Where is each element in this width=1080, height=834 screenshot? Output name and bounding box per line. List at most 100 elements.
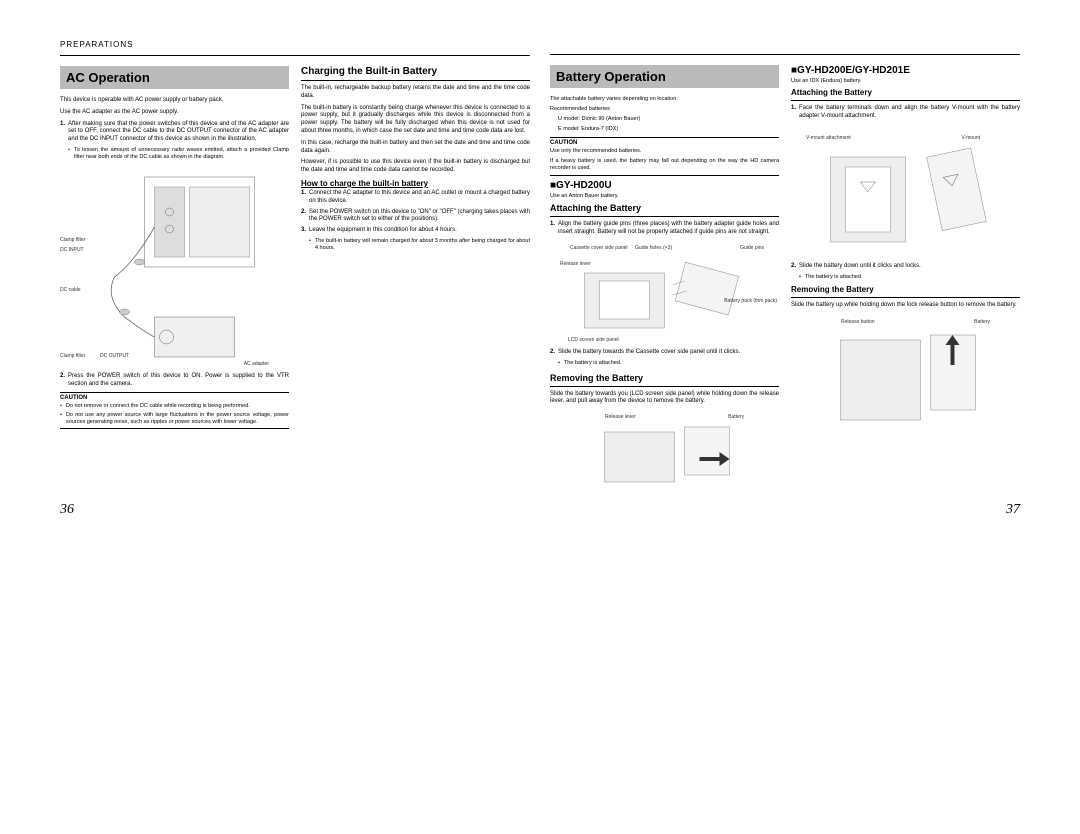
step-text: Align the battery guide pins (three plac… <box>558 221 779 237</box>
label-dc-output: DC OUTPUT <box>100 353 129 359</box>
label-battery-pack: Battery pack (trim pack) <box>724 298 777 304</box>
step-text: Press the POWER switch of this device to… <box>68 373 289 389</box>
heading-rule <box>550 386 779 387</box>
remove-heading: Removing the Battery <box>550 373 779 383</box>
step-text: Connect the AC adapter to this device an… <box>309 190 530 206</box>
label-ac-adapter: AC adapter <box>244 361 269 367</box>
step-number: 3. <box>301 227 306 235</box>
model-hd200u-heading: ■GY-HD200U <box>550 180 779 191</box>
page-number-left: 36 <box>60 502 74 518</box>
page-right: Battery Operation The attachable battery… <box>540 40 1030 498</box>
label-battery-3: Battery <box>974 319 990 325</box>
header-spacer <box>550 40 1020 54</box>
ac-intro-2: Use the AC adapter as the AC power suppl… <box>60 109 289 117</box>
caution-text: Do not use any power source with large f… <box>66 412 289 426</box>
ac-adapter-diagram: Clamp filter DC INPUT DC cable DC OUTPUT… <box>60 167 289 367</box>
step-number: 2. <box>550 349 555 357</box>
batt-intro-3: U model: Dionic 90 (Anton Bauer) <box>550 116 779 123</box>
right-col-2: ■GY-HD200E/GY-HD201E Use an IDX (Endura)… <box>791 65 1020 498</box>
page-spread: PREPARATIONS AC Operation This device is… <box>0 0 1080 538</box>
batt-intro-2: Recommended batteries <box>550 106 779 113</box>
model-hd200e-heading: ■GY-HD200E/GY-HD201E <box>791 65 1020 76</box>
charging-p1: The built-in, rechargeable backup batter… <box>301 85 530 101</box>
ac-step-2: 2. Press the POWER switch of this device… <box>60 373 289 389</box>
charging-p2: The built-in battery is constantly being… <box>301 105 530 136</box>
idx-attach-diagram: V-mount attachment V-mount <box>791 127 1020 257</box>
bullet-text: The built-in battery will remain charged… <box>315 238 530 252</box>
attach-step-2: 2. Slide the battery towards the Cassett… <box>550 349 779 357</box>
label-vmount: V-mount <box>961 135 980 141</box>
bullet-icon: • <box>60 403 62 410</box>
label-dc-input: DC INPUT <box>60 247 84 253</box>
caution-label: CAUTION <box>60 395 289 401</box>
bullet-icon: • <box>60 412 62 426</box>
step-number: 1. <box>60 121 65 144</box>
bullet-text: The battery is attached. <box>564 360 779 367</box>
idx-remove-diagram: Release button Battery <box>791 315 1020 435</box>
label-lcd-panel: LCD screen side panel <box>568 337 619 343</box>
remove-heading-2: Removing the Battery <box>791 285 1020 294</box>
bullet-icon: • <box>68 147 70 161</box>
caution-rule <box>550 175 779 176</box>
label-clamp-filter-top: Clamp filter <box>60 237 85 243</box>
attach-e-step-1: 1. Face the battery terminals down and a… <box>791 105 1020 121</box>
attach-step-1: 1. Align the battery guide pins (three p… <box>550 221 779 237</box>
heading-rule <box>301 80 530 81</box>
bullet-icon: • <box>309 238 311 252</box>
step-number: 1. <box>301 190 306 206</box>
label-clamp-filter-bot: Clamp filter <box>60 353 85 359</box>
label-release-lever-2: Release lever <box>605 414 636 420</box>
step-text: Slide the battery down until it clicks a… <box>799 263 1020 271</box>
howto-step-3-bullet: • The built-in battery will remain charg… <box>301 238 530 252</box>
step-text: After making sure that the power switche… <box>68 121 289 144</box>
attach-e-step-2-bullet: • The battery is attached. <box>791 274 1020 281</box>
howto-step-2: 2. Set the POWER switch on this device t… <box>301 209 530 225</box>
title-battery-operation: Battery Operation <box>550 65 779 88</box>
label-dc-cable: DC cable <box>60 287 81 293</box>
batt-intro-4: E model: Endura-7 (IDX) <box>550 126 779 133</box>
bullet-text: To lessen the amount of unnecessary radi… <box>74 147 289 161</box>
bullet-text: The battery is attached. <box>805 274 1020 281</box>
ac-step-1-bullet: • To lessen the amount of unnecessary ra… <box>60 147 289 161</box>
caution-text-1: Use only the recommended batteries. <box>550 148 779 155</box>
ac-intro-1: This device is operable with AC power su… <box>60 97 289 105</box>
charging-p3: In this case, recharge the built-in batt… <box>301 140 530 156</box>
step-number: 2. <box>791 263 796 271</box>
header-rule <box>550 54 1020 55</box>
left-col-1: AC Operation This device is operable wit… <box>60 66 289 431</box>
page-number-right: 37 <box>1006 502 1020 518</box>
remove-text: Slide the battery towards you (LCD scree… <box>550 391 779 407</box>
anton-bauer-remove-diagram: Release lever Battery <box>550 412 779 492</box>
caution-item: • Do not use any power source with large… <box>60 412 289 426</box>
step-number: 2. <box>60 373 65 389</box>
section-header: PREPARATIONS <box>60 40 530 49</box>
attach-step-2-bullet: • The battery is attached. <box>550 360 779 367</box>
label-battery-2: Battery <box>728 414 744 420</box>
step-text: Set the POWER switch on this device to "… <box>309 209 530 225</box>
caution-rule <box>60 392 289 393</box>
attach-heading: Attaching the Battery <box>550 203 779 213</box>
remove-text-2: Slide the battery up while holding down … <box>791 302 1020 310</box>
step-text: Leave the equipment in this condition fo… <box>309 227 530 235</box>
model-hd200e-text: GY-HD200E/GY-HD201E <box>797 65 910 76</box>
charging-heading: Charging the Built-in Battery <box>301 66 530 77</box>
batt-intro-1: The attachable battery varies depending … <box>550 96 779 103</box>
heading-rule <box>550 216 779 217</box>
howto-step-3: 3. Leave the equipment in this condition… <box>301 227 530 235</box>
right-col-1: Battery Operation The attachable battery… <box>550 65 779 498</box>
ac-step-1: 1. After making sure that the power swit… <box>60 121 289 144</box>
label-release-lever: Release lever <box>560 261 591 267</box>
left-columns: AC Operation This device is operable wit… <box>60 66 530 431</box>
header-rule <box>60 55 530 56</box>
step-number: 1. <box>791 105 796 121</box>
caution-rule <box>60 428 289 429</box>
model-hd200e-sub: Use an IDX (Endura) battery. <box>791 78 1020 85</box>
title-ac-operation: AC Operation <box>60 66 289 89</box>
label-vmount-attachment: V-mount attachment <box>806 135 851 141</box>
attach-heading-2: Attaching the Battery <box>791 88 1020 97</box>
caution-rule <box>550 137 779 138</box>
charging-p4: However, if is possible to use this devi… <box>301 159 530 175</box>
label-guide-holes: Guide holes (×3) <box>635 245 672 251</box>
howto-heading: How to charge the built-in battery <box>301 179 530 188</box>
anton-bauer-attach-diagram: Cassette cover side panel Guide holes (×… <box>550 243 779 343</box>
